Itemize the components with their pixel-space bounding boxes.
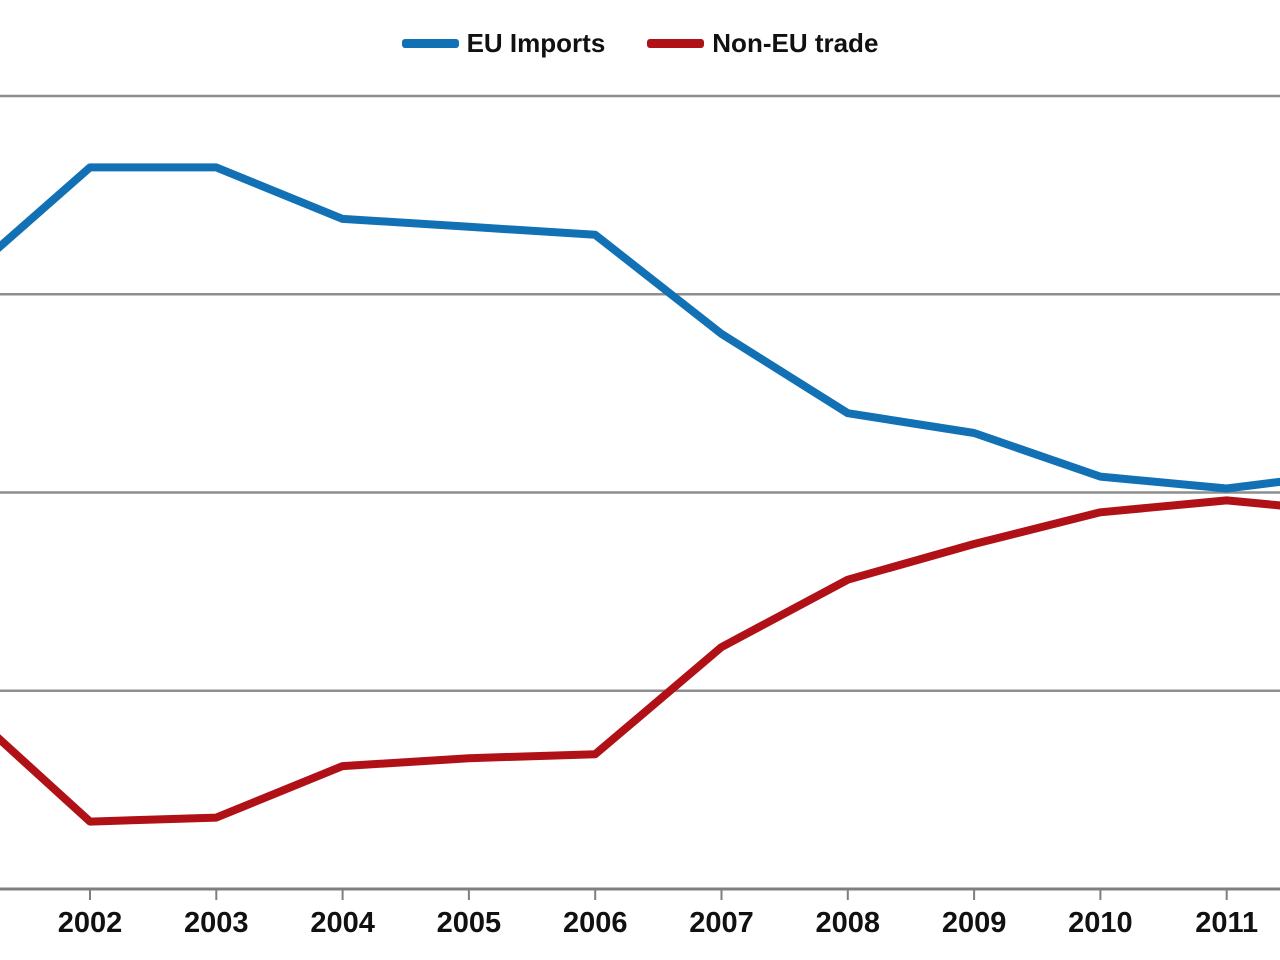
x-axis-label: 2008 [816,907,881,939]
x-axis-label: 2006 [563,907,628,939]
x-axis-label: 2009 [942,907,1007,939]
x-axis-label: 2007 [689,907,754,939]
x-axis-label: 2011 [1195,907,1258,939]
series-line-non-eu-trade [0,496,1280,826]
x-axis-label: 2005 [437,907,502,939]
x-axis [0,887,1280,900]
legend-item-non-eu-trade: Non-EU trade [647,28,878,59]
x-axis-labels: 2002 2003 2004 2005 2006 2007 2008 2009 2010 2011 [58,907,1258,939]
legend-item-eu-imports: EU Imports [401,28,606,59]
x-axis-label: 2010 [1068,907,1133,939]
legend-line-swatch-icon [647,39,705,48]
x-axis-label: 2004 [310,907,375,939]
legend-label: EU Imports [466,28,606,58]
series-line-eu-imports [0,163,1280,493]
series-lines [0,163,1280,826]
legend: EU Imports Non-EU trade [0,28,1280,59]
legend-line-swatch-icon [401,39,459,48]
x-axis-label: 2002 [58,907,123,939]
legend-label: Non-EU trade [712,28,879,58]
gridlines [0,94,1280,693]
x-axis-label: 2003 [184,907,249,939]
